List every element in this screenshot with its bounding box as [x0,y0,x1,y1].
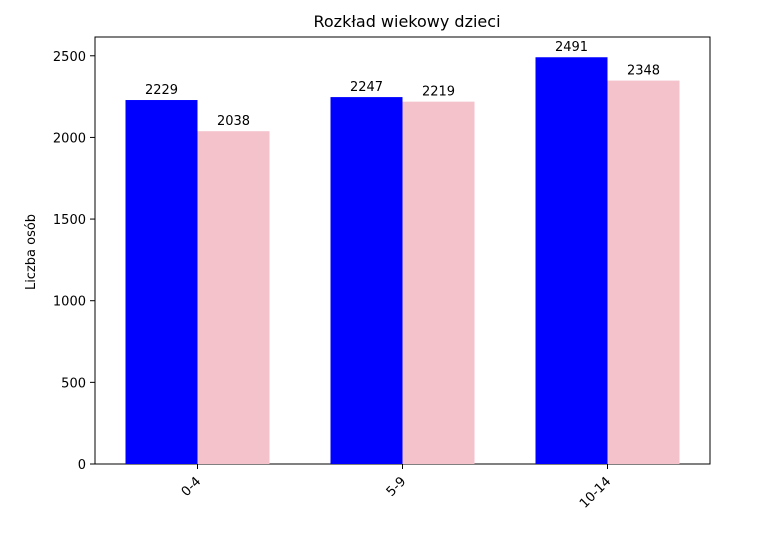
bar [607,80,680,465]
bar [402,101,475,465]
data-label: 2038 [217,114,250,129]
y-tick-label: 1000 [53,295,86,310]
data-label: 2491 [555,40,588,55]
data-label: 2229 [145,83,178,98]
data-label: 2247 [350,80,383,95]
bar [535,57,608,464]
x-tick-label: 10-14 [577,474,614,511]
chart-title: Rozkład wiekowy dzieci [313,12,500,31]
x-tick-label: 0-4 [179,474,205,500]
y-tick-label: 0 [78,458,86,473]
x-tick-label: 5-9 [384,474,410,500]
y-axis-title: Liczba osób [24,214,39,290]
y-tick-label: 2500 [53,50,86,65]
y-tick-label: 1500 [53,213,86,228]
y-tick-label: 2000 [53,131,86,146]
bar [330,97,403,465]
data-label: 2348 [627,64,660,79]
y-tick-label: 500 [61,376,86,391]
data-label: 2219 [422,85,455,100]
plot-area: 0 500 1000 1500 2000 2500 2229 2038 0-4 2247 2219 5… [53,36,711,512]
bar [125,100,198,464]
bar [197,131,270,464]
